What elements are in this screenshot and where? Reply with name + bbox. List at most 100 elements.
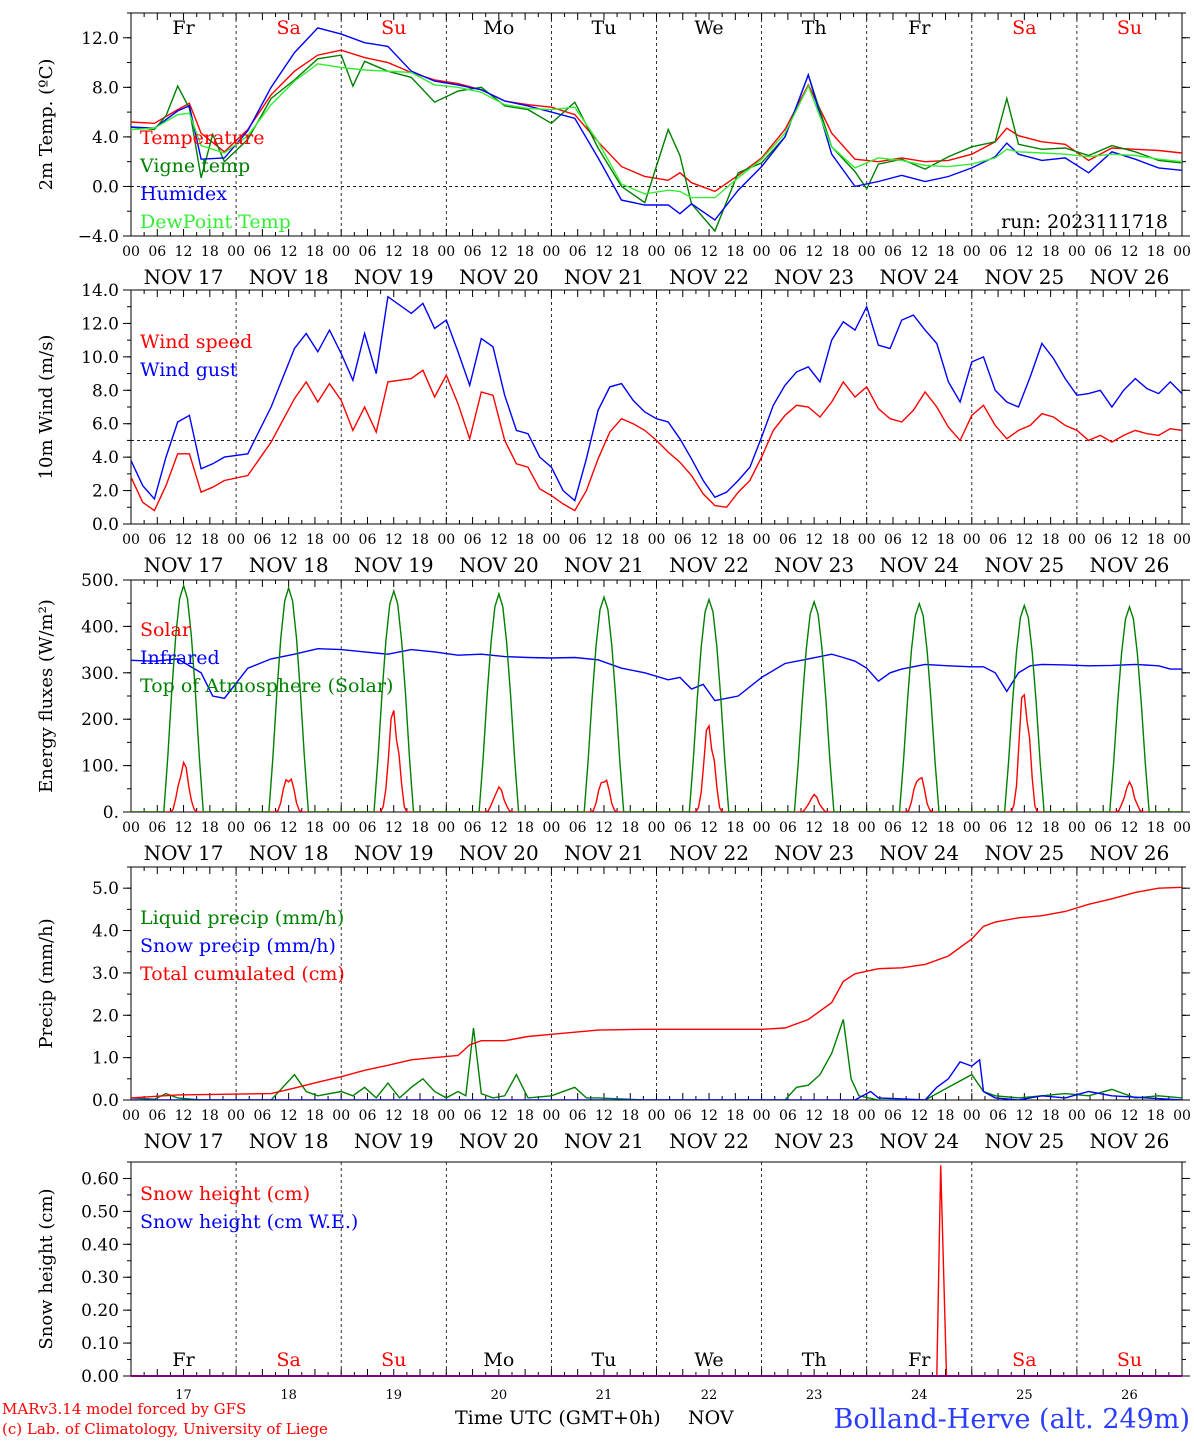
hour-label: 18 [1042, 820, 1060, 836]
series-line-wind-speed [131, 369, 1182, 512]
date-label: NOV 21 [564, 1129, 644, 1153]
weekday-label: We [694, 17, 723, 39]
weekday-label: Sa [1012, 17, 1036, 39]
y-tick-label: 0.10 [81, 1334, 119, 1354]
date-label: NOV 24 [879, 841, 959, 865]
hour-label: 06 [674, 532, 692, 548]
hour-label: 00 [858, 820, 876, 836]
y-tick-label: 100. [81, 757, 119, 777]
day-number-label: 18 [280, 1388, 297, 1403]
hour-label: 12 [1015, 1108, 1033, 1124]
hour-label: 00 [648, 532, 666, 548]
hour-label: 18 [1042, 532, 1060, 548]
hour-label: 00 [1068, 244, 1086, 260]
date-label: NOV 25 [984, 1129, 1064, 1153]
y-tick-label: 0.50 [81, 1202, 119, 1222]
hour-label: 12 [1121, 244, 1139, 260]
hour-label: 06 [674, 244, 692, 260]
hour-label: 18 [726, 244, 744, 260]
hour-label: 00 [542, 532, 560, 548]
date-label: NOV 19 [354, 1129, 434, 1153]
hour-label: 06 [779, 820, 797, 836]
hour-label: 00 [753, 1108, 771, 1124]
legend-entry: Snow height (cm W.E.) [140, 1211, 358, 1233]
hour-label: 00 [542, 820, 560, 836]
hour-label: 12 [490, 820, 508, 836]
hour-label: 06 [569, 532, 587, 548]
hour-label: 06 [359, 820, 377, 836]
hour-label: 18 [516, 532, 534, 548]
hour-label: 12 [1121, 820, 1139, 836]
date-label: NOV 21 [564, 553, 644, 577]
date-label: NOV 19 [354, 553, 434, 577]
weekday-label: Sa [276, 1349, 300, 1371]
hour-label: 12 [490, 1108, 508, 1124]
hour-label: 18 [1042, 244, 1060, 260]
y-axis-label: 2m Temp. (ºC) [36, 59, 57, 191]
weekday-label: Su [381, 1349, 406, 1371]
hour-label: 00 [1068, 1108, 1086, 1124]
hour-label: 00 [648, 244, 666, 260]
hour-label: 06 [464, 532, 482, 548]
date-label: NOV 17 [144, 841, 224, 865]
hour-label: 18 [726, 820, 744, 836]
hour-label: 06 [359, 1108, 377, 1124]
hour-label: 12 [700, 820, 718, 836]
hour-label: 18 [411, 244, 429, 260]
date-label: NOV 17 [144, 265, 224, 289]
hour-label: 12 [490, 244, 508, 260]
y-tick-label: 4.0 [92, 128, 119, 148]
hour-label: 06 [674, 820, 692, 836]
credit-line-2: (c) Lab. of Climatology, University of L… [2, 1420, 328, 1438]
y-tick-label: 400. [81, 617, 119, 637]
weekday-label: Fr [908, 1349, 931, 1371]
hour-label: 12 [1015, 244, 1033, 260]
hour-label: 18 [306, 532, 324, 548]
hour-label: 06 [569, 1108, 587, 1124]
y-axis-label: 10m Wind (m/s) [36, 335, 57, 480]
series-line-snow-height-cm- [131, 1165, 1182, 1376]
hour-label: 06 [148, 1108, 166, 1124]
date-label: NOV 20 [459, 1129, 539, 1153]
date-label: NOV 19 [354, 841, 434, 865]
y-tick-label: 6.0 [92, 415, 119, 435]
hour-label: 00 [753, 820, 771, 836]
y-tick-label: 10.0 [81, 348, 119, 368]
y-tick-label: 4.0 [92, 922, 119, 942]
hour-label: 12 [805, 532, 823, 548]
hour-label: 12 [910, 1108, 928, 1124]
y-tick-label: 1.0 [92, 1049, 119, 1069]
hour-label: 00 [122, 820, 140, 836]
hour-label: 12 [700, 244, 718, 260]
hour-label: 00 [858, 532, 876, 548]
series-line-humidex [131, 27, 1182, 221]
day-number-label: 24 [911, 1388, 928, 1403]
y-tick-label: −4.0 [78, 227, 119, 247]
hour-label: 18 [1147, 532, 1165, 548]
date-label: NOV 22 [669, 553, 749, 577]
hour-label: 00 [858, 1108, 876, 1124]
hour-label: 18 [621, 532, 639, 548]
hour-label: 18 [832, 1108, 850, 1124]
y-tick-label: 300. [81, 664, 119, 684]
hour-label: 12 [595, 532, 613, 548]
date-label: NOV 18 [249, 1129, 329, 1153]
hour-label: 12 [910, 244, 928, 260]
hour-label: 18 [516, 820, 534, 836]
hour-label: 06 [989, 244, 1007, 260]
hour-label: 18 [516, 1108, 534, 1124]
hour-label: 06 [1094, 244, 1112, 260]
hour-label: 06 [884, 244, 902, 260]
y-tick-label: 4.0 [92, 448, 119, 468]
weekday-label: Su [381, 17, 406, 39]
hour-label: 12 [175, 532, 193, 548]
y-tick-label: 0.00 [81, 1367, 119, 1387]
y-axis-label: Snow height (cm) [36, 1188, 57, 1349]
hour-label: 06 [148, 820, 166, 836]
hour-label: 12 [175, 244, 193, 260]
y-tick-label: 0.0 [92, 1091, 119, 1111]
hour-label: 18 [1042, 1108, 1060, 1124]
date-label: NOV 18 [249, 553, 329, 577]
hour-label: 18 [832, 532, 850, 548]
